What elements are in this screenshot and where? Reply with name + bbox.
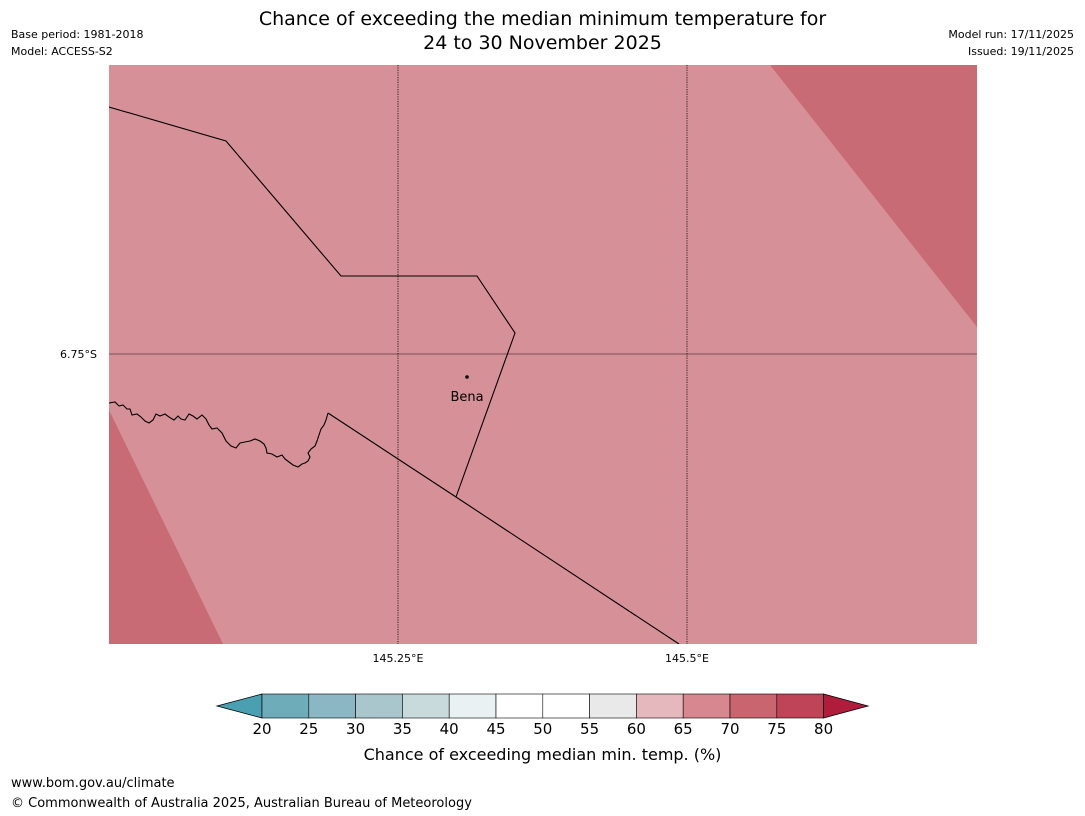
base-period-text: Base period: 1981-2018	[11, 28, 144, 41]
colorbar-tick-label: 70	[720, 720, 740, 738]
map-band-70-75-northeast	[770, 65, 977, 327]
colorbar-segment	[636, 693, 684, 719]
colorbar-tick-label: 60	[626, 720, 646, 738]
colorbar-tick-label: 45	[486, 720, 506, 738]
model-run-text: Model run: 17/11/2025	[948, 28, 1074, 41]
river-line	[109, 401, 329, 468]
colorbar-tick-label: 20	[252, 720, 272, 738]
colorbar-tick-label: 35	[392, 720, 412, 738]
model-text: Model: ACCESS-S2	[11, 45, 113, 58]
colorbar-tick-label: 80	[814, 720, 834, 738]
colorbar-segment	[495, 693, 544, 719]
forecast-map: Bena	[109, 65, 977, 644]
longitude-label-145-25: 145.25°E	[372, 652, 424, 665]
colorbar-segment	[402, 693, 450, 719]
place-label-bena: Bena	[450, 390, 483, 405]
district-boundary-south	[327, 412, 680, 644]
map-title-line-2: 24 to 30 November 2025	[423, 32, 662, 54]
colorbar-tick-label: 50	[533, 720, 553, 738]
map-band-65-70	[109, 65, 977, 644]
colorbar-tick-label: 30	[346, 720, 366, 738]
footer-url: www.bom.gov.au/climate	[11, 776, 175, 791]
latitude-label: 6.75°S	[60, 348, 97, 361]
colorbar-tick-label: 40	[439, 720, 459, 738]
map-title-line-1: Chance of exceeding the median minimum t…	[258, 8, 827, 30]
colorbar-segment	[355, 693, 403, 719]
colorbar-tick-label: 55	[580, 720, 600, 738]
footer-copyright: © Commonwealth of Australia 2025, Austra…	[11, 796, 472, 811]
colorbar-segment	[682, 693, 731, 719]
colorbar-segment	[261, 693, 310, 719]
colorbar-segment	[308, 693, 356, 719]
longitude-label-145-5: 145.5°E	[665, 652, 709, 665]
colorbar-under-arrow	[215, 693, 263, 719]
map-band-70-75-southwest	[109, 410, 223, 644]
colorbar-tick-label: 65	[673, 720, 693, 738]
colorbar-tick-label: 25	[299, 720, 319, 738]
colorbar-segment	[589, 693, 637, 719]
bena-location-marker	[465, 375, 469, 379]
colorbar-label: Chance of exceeding median min. temp. (%…	[363, 745, 722, 764]
colorbar-segment	[542, 693, 590, 719]
colorbar	[215, 693, 870, 719]
colorbar-segment	[776, 693, 824, 719]
colorbar-tick-label: 75	[767, 720, 787, 738]
colorbar-segment	[729, 693, 778, 719]
colorbar-segment	[448, 693, 497, 719]
district-boundary	[109, 106, 516, 498]
colorbar-over-arrow	[823, 693, 870, 719]
issued-text: Issued: 19/11/2025	[967, 45, 1074, 58]
